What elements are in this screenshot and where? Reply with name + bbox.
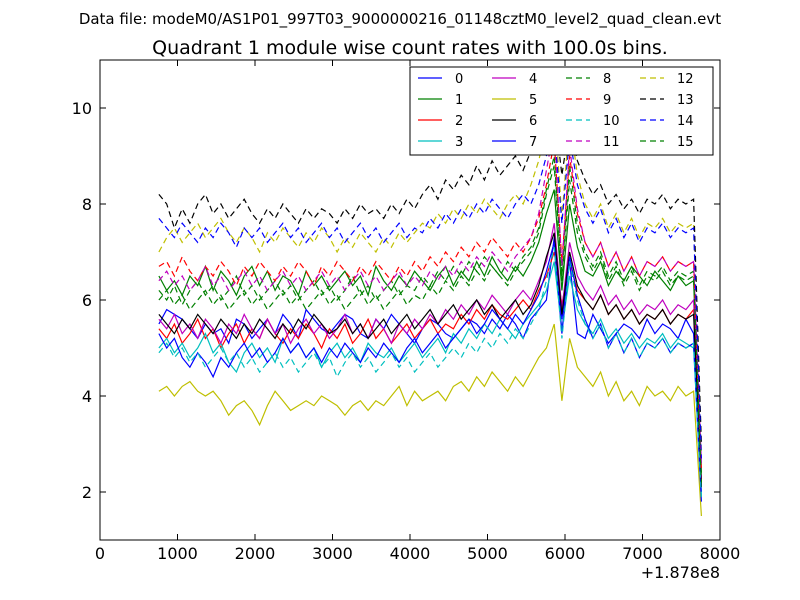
legend-label-0: 0 xyxy=(455,72,463,87)
series-line-11 xyxy=(158,127,702,464)
legend-label-6: 6 xyxy=(529,114,537,129)
legend-label-10: 10 xyxy=(603,114,620,129)
series-line-14 xyxy=(158,127,702,459)
x-tick-label: 5000 xyxy=(467,544,508,563)
x-tick-label: 6000 xyxy=(545,544,586,563)
chart-title: Quadrant 1 module wise count rates with … xyxy=(152,37,668,59)
y-tick-label: 4 xyxy=(82,387,92,406)
series-line-1 xyxy=(158,189,702,488)
data-file-suptitle: Data file: modeM0/AS1P01_997T03_90000002… xyxy=(79,10,721,29)
series-line-4 xyxy=(158,223,702,478)
x-tick-label: 7000 xyxy=(622,544,663,563)
series-line-13 xyxy=(158,106,702,445)
y-tick-label: 6 xyxy=(82,291,92,310)
legend-label-4: 4 xyxy=(529,72,537,87)
series-layer xyxy=(158,103,702,517)
legend-label-12: 12 xyxy=(677,72,694,87)
legend-frame xyxy=(409,66,714,156)
legend-label-1: 1 xyxy=(455,93,463,108)
legend-label-7: 7 xyxy=(529,135,537,150)
series-line-15 xyxy=(158,165,702,483)
x-tick-label: 1000 xyxy=(157,544,198,563)
legend-label-3: 3 xyxy=(455,135,463,150)
legend-label-11: 11 xyxy=(603,135,620,150)
x-tick-label: 2000 xyxy=(235,544,276,563)
series-line-3 xyxy=(158,261,702,497)
series-line-5 xyxy=(158,323,702,517)
legend-label-2: 2 xyxy=(455,114,463,129)
y-tick-label: 2 xyxy=(82,483,92,502)
series-line-7 xyxy=(158,242,702,502)
x-tick-label: 8000 xyxy=(700,544,741,563)
y-tick-label: 10 xyxy=(72,99,92,118)
legend-label-13: 13 xyxy=(677,93,694,108)
legend-label-5: 5 xyxy=(529,93,537,108)
x-offset-label: +1.878e8 xyxy=(641,563,720,582)
series-line-12 xyxy=(158,103,702,454)
series-line-8 xyxy=(158,155,702,473)
x-tick-label: 4000 xyxy=(390,544,431,563)
series-line-6 xyxy=(158,232,702,488)
series-line-10 xyxy=(158,247,702,497)
y-tick-label: 8 xyxy=(82,195,92,214)
x-tick-label: 0 xyxy=(95,544,105,563)
x-tick-label: 3000 xyxy=(312,544,353,563)
legend-label-9: 9 xyxy=(603,93,611,108)
legend-label-14: 14 xyxy=(677,114,694,129)
legend-label-15: 15 xyxy=(677,135,694,150)
legend-label-8: 8 xyxy=(603,72,611,87)
